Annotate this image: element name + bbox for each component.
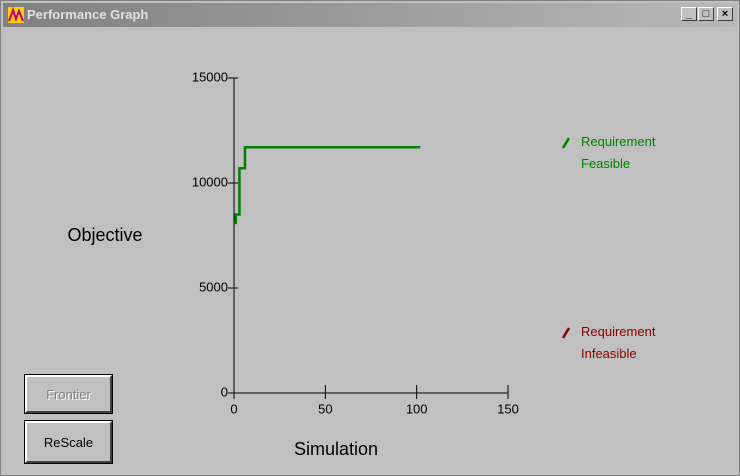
close-button[interactable]: ×	[717, 7, 733, 21]
rescale-button[interactable]: ReScale	[24, 420, 113, 464]
frontier-button[interactable]: Frontier	[24, 374, 113, 414]
maximize-button[interactable]: □	[698, 7, 714, 21]
window-title: Performance Graph	[27, 7, 149, 22]
minimize-button[interactable]: _	[681, 7, 697, 21]
title-bar: Performance Graph _ □ ×	[3, 3, 737, 27]
app-icon	[8, 7, 24, 23]
